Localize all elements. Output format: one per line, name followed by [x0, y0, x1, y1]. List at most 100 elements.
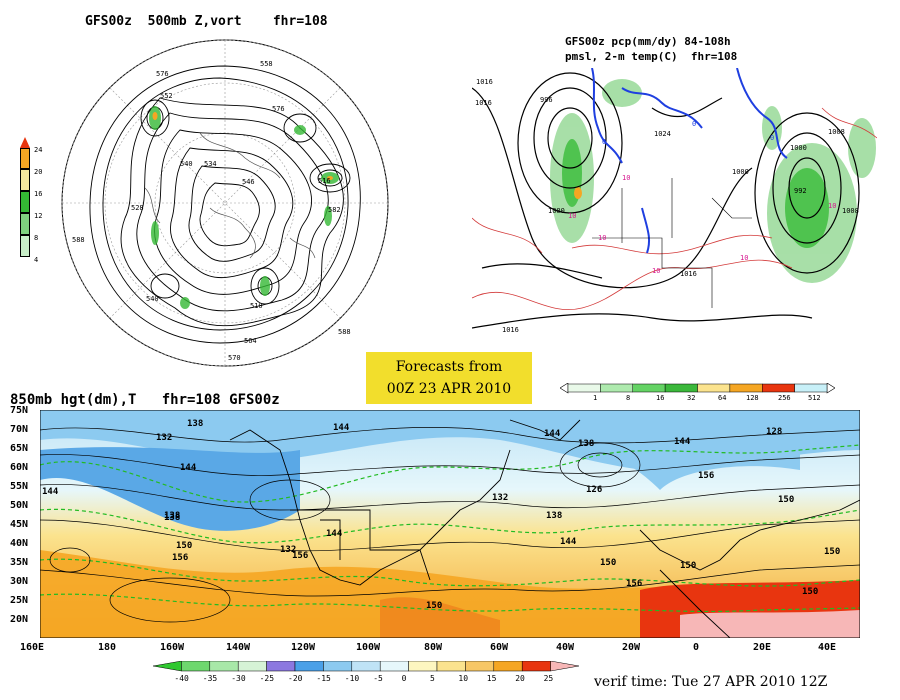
pcp-label: 16 [656, 394, 665, 402]
vort-label: 20 [34, 168, 43, 176]
pmsl-label: 1000 [548, 207, 565, 215]
hgt-label: 144 [42, 487, 59, 497]
hgt-label: 150 [824, 547, 840, 557]
lon-label: 160W [160, 642, 185, 653]
hgt-label: 138 [164, 513, 180, 523]
pcp-bin [632, 383, 666, 393]
lat-label: 60N [10, 462, 29, 473]
temp-label: -25 [259, 674, 275, 683]
lon-label: 20W [622, 642, 641, 653]
h850-map: 138 132 138 144 144 138 144 128 144 132 … [40, 410, 860, 638]
temp-bin [266, 661, 296, 672]
hgt-label: 138 [187, 419, 203, 429]
pcp-title-line2: pmsl, 2-m temp(C) fhr=108 [565, 50, 738, 63]
temp-bin [550, 661, 580, 672]
temp2m-label: 10 [598, 234, 606, 242]
vort-colorbar [20, 137, 30, 261]
vort-bin [20, 148, 30, 169]
temp-bin [153, 661, 182, 672]
temp-label: 0 [401, 674, 407, 683]
lon-label: 120W [291, 642, 316, 653]
temp-bin [493, 661, 523, 672]
pmsl-label: 1016 [680, 270, 697, 278]
temp-bin [181, 661, 211, 672]
lat-label: 30N [10, 576, 29, 587]
lon-label: 40E [818, 642, 837, 653]
pmsl-label: 1008 [828, 128, 845, 136]
temp-bin [351, 661, 381, 672]
hgt-label: 126 [586, 485, 602, 495]
lon-label: 0 [693, 642, 700, 653]
z500-label: 552 [160, 92, 173, 100]
hgt-label: 144 [326, 529, 343, 539]
pcp-bin [600, 383, 633, 393]
z500-label: 510 [250, 302, 263, 310]
temp-bin [521, 661, 551, 672]
vort-bin [20, 235, 30, 257]
pmsl-label: 1000 [732, 168, 749, 176]
temp2m-label: 0 [602, 138, 606, 146]
pcp-label: 8 [626, 394, 631, 402]
hgt-label: 144 [544, 429, 561, 439]
z500-label: 516 [318, 177, 331, 185]
temp2m-label: 10 [568, 212, 576, 220]
pmsl-label: 1024 [654, 130, 671, 138]
z500-label: 540 [146, 295, 159, 303]
hgt-label: 150 [680, 561, 696, 571]
hgt-label: 132 [492, 493, 508, 503]
z500-label: 588 [72, 236, 85, 244]
z500-label: 546 [242, 178, 255, 186]
lat-label: 75N [10, 405, 29, 416]
pcp-label: 256 [778, 394, 791, 402]
z500-label: 528 [131, 204, 144, 212]
z500-label: 540 [180, 160, 193, 168]
temp-label: 20 [515, 674, 525, 683]
z500-title: GFS00z 500mb Z,vort fhr=108 [85, 14, 328, 29]
hgt-label: 156 [292, 551, 308, 561]
lon-label: 20E [753, 642, 772, 653]
vort-label: 12 [34, 212, 43, 220]
lon-label: 140W [226, 642, 251, 653]
vort-label: 24 [34, 146, 43, 154]
z500-label: 582 [328, 206, 341, 214]
pcp-label: 1 [593, 394, 598, 402]
pmsl-label: 1008 [842, 207, 859, 215]
temp-label: -30 [231, 674, 246, 683]
temp2m-label: 10 [652, 267, 660, 275]
pcp-label: 32 [687, 394, 696, 402]
hgt-label: 150 [778, 495, 794, 505]
temp-bin [294, 661, 324, 672]
temp-bin [465, 661, 495, 672]
pmsl-label: 1016 [476, 78, 493, 86]
hgt-label: 156 [698, 471, 714, 481]
z500-label: 564 [244, 337, 257, 345]
hgt-label: 150 [176, 541, 192, 551]
hgt-label: 144 [333, 423, 350, 433]
lat-label: 20N [10, 614, 29, 625]
z500-label: 588 [338, 328, 351, 336]
forecast-init-box: Forecasts from 00Z 23 APR 2010 [366, 352, 532, 404]
temp-label: -15 [316, 674, 331, 683]
hgt-label: 144 [674, 437, 691, 447]
h850-title: 850mb hgt(dm),T fhr=108 GFS00z [10, 392, 280, 408]
temp-bin [408, 661, 438, 672]
temp-label: -40 [174, 674, 189, 683]
temp-label: -10 [344, 674, 360, 683]
pmsl-label: 992 [794, 187, 807, 195]
verif-time: verif time: Tue 27 APR 2010 12Z [594, 674, 828, 690]
lat-label: 45N [10, 519, 29, 530]
pcp-bin [567, 383, 601, 393]
pcp-label: 512 [808, 394, 821, 402]
pcp-label: 64 [718, 394, 727, 402]
hgt-label: 132 [156, 433, 172, 443]
lat-label: 40N [10, 538, 29, 549]
lon-label: 40W [556, 642, 575, 653]
vort-bin [20, 137, 30, 148]
temp-bin [323, 661, 353, 672]
pcp-colorbar [560, 383, 835, 394]
lat-label: 35N [10, 557, 29, 568]
temp-label: 5 [430, 674, 435, 683]
forecast-init-line1: Forecasts from [395, 359, 503, 375]
temp-label: -5 [373, 674, 383, 683]
pcp-map: 1016 1016 996 1000 1024 1000 1008 1016 1… [472, 68, 877, 348]
